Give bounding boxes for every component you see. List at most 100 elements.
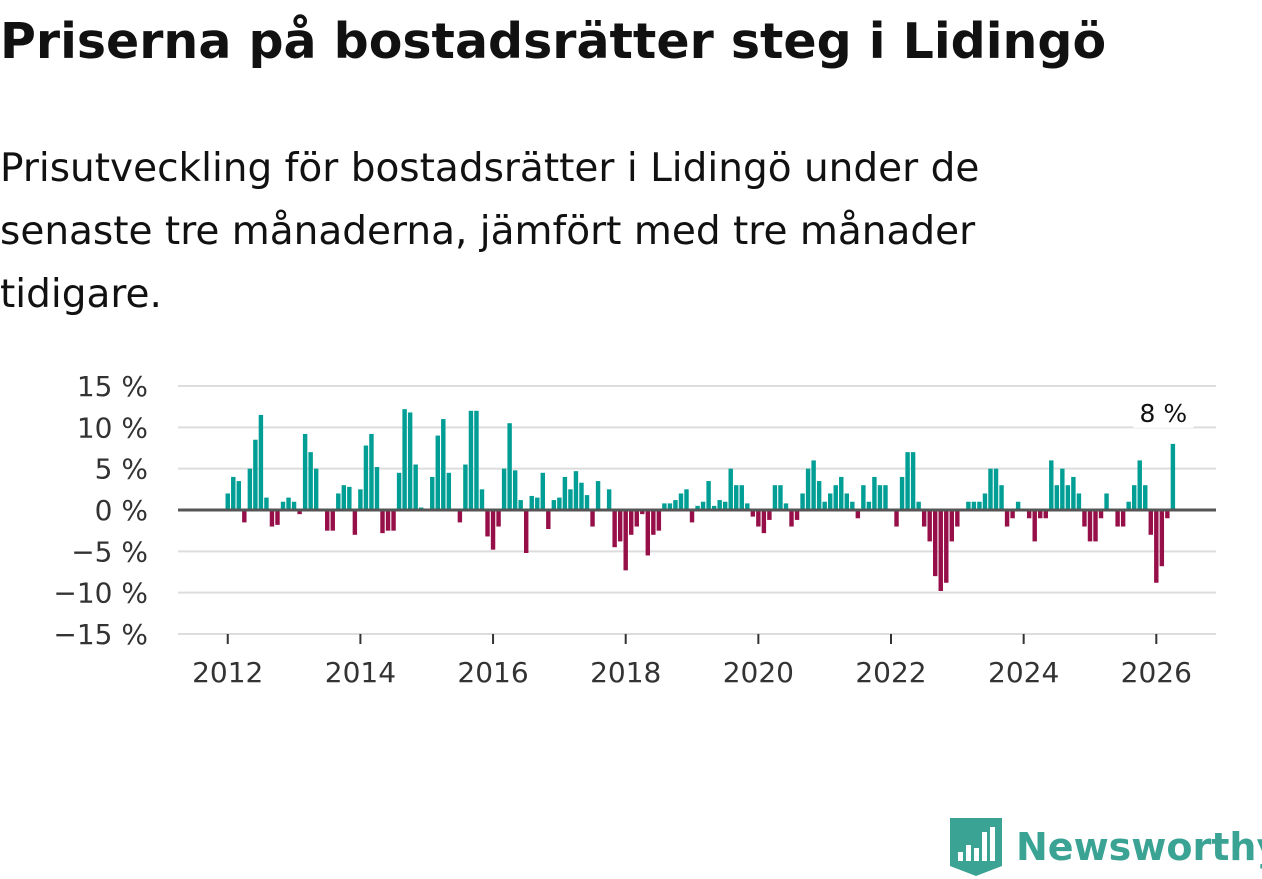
bar [369, 433, 374, 510]
bar [794, 510, 800, 520]
bar [247, 468, 253, 510]
bar [242, 510, 247, 523]
bar [308, 452, 313, 510]
bar [490, 510, 496, 550]
x-tick-label: 2022 [855, 656, 926, 689]
bar [1159, 510, 1165, 567]
bar [612, 510, 617, 548]
bar [325, 510, 330, 531]
bar [651, 510, 656, 535]
bar [579, 482, 584, 510]
bar [667, 503, 673, 510]
bar [1148, 510, 1153, 535]
bar [761, 510, 767, 534]
newsworthy-logo-text: Newsworthy [1016, 825, 1262, 869]
bar [640, 510, 645, 515]
bar [689, 510, 695, 523]
y-tick-label: 10 % [77, 411, 148, 444]
bar [496, 510, 501, 527]
bar [617, 510, 623, 542]
bar [286, 497, 291, 510]
bar [385, 510, 391, 531]
bar [778, 485, 783, 510]
chart-subtitle: Prisutveckling för bostadsrätter i Lidin… [0, 146, 980, 317]
bar [280, 501, 286, 510]
bar [1049, 460, 1054, 510]
bar [330, 510, 335, 531]
bar [485, 510, 490, 537]
bar [302, 433, 308, 510]
x-tick-label: 2026 [1121, 656, 1192, 689]
bar [573, 471, 579, 510]
bar [546, 510, 551, 530]
bar [341, 485, 347, 510]
bar [501, 468, 507, 510]
bar [590, 510, 595, 527]
bar [479, 489, 485, 510]
bar [944, 510, 949, 583]
bar [1120, 510, 1126, 527]
bar [789, 510, 794, 527]
bar [407, 412, 413, 510]
bar [645, 510, 651, 556]
bar [988, 468, 993, 510]
bar [358, 489, 363, 510]
bar [711, 505, 717, 510]
price-change-bar-chart: 15 %10 %5 %0 %−5 %−10 %−15 % 2012 2014 201… [53, 370, 1216, 689]
bar [756, 510, 761, 527]
bar [1143, 485, 1148, 510]
newsworthy-logo-icon [950, 818, 1002, 876]
bar [1054, 485, 1060, 510]
bar [745, 503, 750, 510]
bar [662, 503, 667, 510]
bar [568, 489, 573, 510]
bar [1076, 493, 1082, 510]
bar [264, 497, 269, 510]
bar [772, 485, 778, 510]
bar [1065, 485, 1071, 510]
bar [1093, 510, 1098, 542]
bar [783, 503, 789, 510]
bar [767, 510, 772, 520]
bar [435, 435, 440, 510]
bar [883, 485, 888, 510]
bar [955, 510, 960, 527]
bar [595, 481, 601, 510]
bar [816, 481, 822, 510]
bar [402, 409, 407, 510]
bar [1126, 501, 1131, 510]
bar [739, 485, 744, 510]
bar [899, 476, 905, 510]
bar [297, 510, 302, 515]
bar [606, 489, 612, 510]
bar [673, 500, 678, 510]
bar [430, 476, 435, 510]
bar [352, 510, 358, 535]
x-tick-label: 2024 [988, 656, 1059, 689]
bar [894, 510, 899, 527]
bar [634, 510, 639, 527]
bar [877, 485, 883, 510]
y-tick-label: 0 % [95, 494, 148, 527]
bar [722, 501, 728, 510]
annotation-background [1133, 397, 1194, 428]
bar [1098, 510, 1104, 519]
bar [396, 472, 402, 510]
bar [927, 510, 932, 542]
bar [1104, 493, 1109, 510]
bar [728, 468, 733, 510]
bar [584, 495, 590, 510]
bar [258, 414, 264, 510]
y-tick-label: 15 % [77, 370, 148, 403]
bar [269, 510, 275, 527]
bar [231, 476, 236, 510]
bar [1131, 485, 1137, 510]
bar [734, 485, 739, 510]
bar [347, 486, 352, 510]
y-tick-label: 5 % [95, 453, 148, 486]
bar [993, 468, 999, 510]
bar [855, 510, 861, 519]
bar [872, 476, 877, 510]
bar [518, 500, 523, 510]
bar [363, 445, 369, 510]
